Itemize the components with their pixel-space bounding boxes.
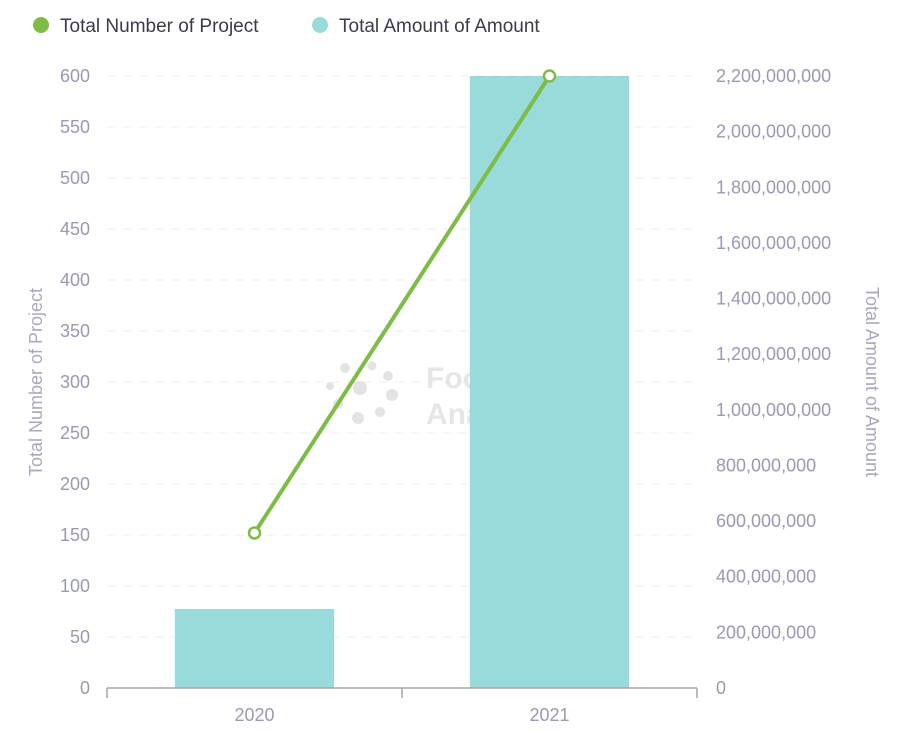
y-tick-label: 0 — [80, 678, 90, 698]
y2-tick-label: 2,000,000,000 — [716, 122, 831, 142]
footprint-logo-icon — [326, 361, 398, 424]
y-tick-label: 550 — [60, 117, 90, 137]
line-series — [247, 69, 557, 540]
y2-tick-label: 1,600,000,000 — [716, 233, 831, 253]
y2-tick-label: 400,000,000 — [716, 567, 816, 587]
y2-tick-label: 1,200,000,000 — [716, 344, 831, 364]
y-tick-label: 400 — [60, 270, 90, 290]
y-tick-label: 150 — [60, 525, 90, 545]
x-axis-ticks: 2020 2021 — [234, 705, 569, 725]
bar-series — [174, 76, 630, 688]
x-tick-label: 2021 — [529, 705, 569, 725]
legend-dot-icon — [33, 17, 49, 33]
left-axis-ticks: 0 50 100 150 200 250 300 350 400 450 500 550 600 — [60, 66, 90, 698]
line-point — [542, 69, 557, 83]
y-tick-label: 600 — [60, 66, 90, 86]
legend-label: Total Amount of Amount — [339, 16, 540, 37]
y2-tick-label: 200,000,000 — [716, 622, 816, 642]
right-axis-title: Total Amount of Amount — [862, 287, 882, 477]
axes — [106, 687, 698, 698]
y2-tick-label: 0 — [716, 678, 726, 698]
left-axis-title: Total Number of Project — [26, 288, 46, 476]
y-tick-label: 500 — [60, 168, 90, 188]
legend-dot-icon — [312, 17, 328, 33]
y2-tick-label: 1,000,000,000 — [716, 400, 831, 420]
y2-tick-label: 2,200,000,000 — [716, 66, 831, 86]
y-tick-label: 350 — [60, 321, 90, 341]
y2-tick-label: 1,400,000,000 — [716, 289, 831, 309]
legend-label: Total Number of Project — [60, 16, 259, 37]
y-tick-label: 450 — [60, 219, 90, 239]
x-tick-label: 2020 — [234, 705, 274, 725]
y2-tick-label: 1,800,000,000 — [716, 177, 831, 197]
legend: Total Number of Project Total Amount of … — [33, 16, 540, 37]
series-line — [252, 74, 552, 535]
y-tick-label: 200 — [60, 474, 90, 494]
right-axis-ticks: 0 200,000,000 400,000,000 600,000,000 800,00… — [716, 66, 831, 698]
y-tick-label: 100 — [60, 576, 90, 596]
bar — [469, 76, 630, 688]
y2-tick-label: 800,000,000 — [716, 455, 816, 475]
y-tick-label: 300 — [60, 372, 90, 392]
bar — [174, 608, 335, 688]
y2-tick-label: 600,000,000 — [716, 511, 816, 531]
legend-item-project[interactable]: Total Number of Project — [33, 16, 259, 37]
y-tick-label: 50 — [70, 627, 90, 647]
line-point — [247, 526, 262, 540]
y-tick-label: 250 — [60, 423, 90, 443]
legend-item-amount[interactable]: Total Amount of Amount — [312, 16, 540, 37]
gridlines — [107, 75, 697, 638]
